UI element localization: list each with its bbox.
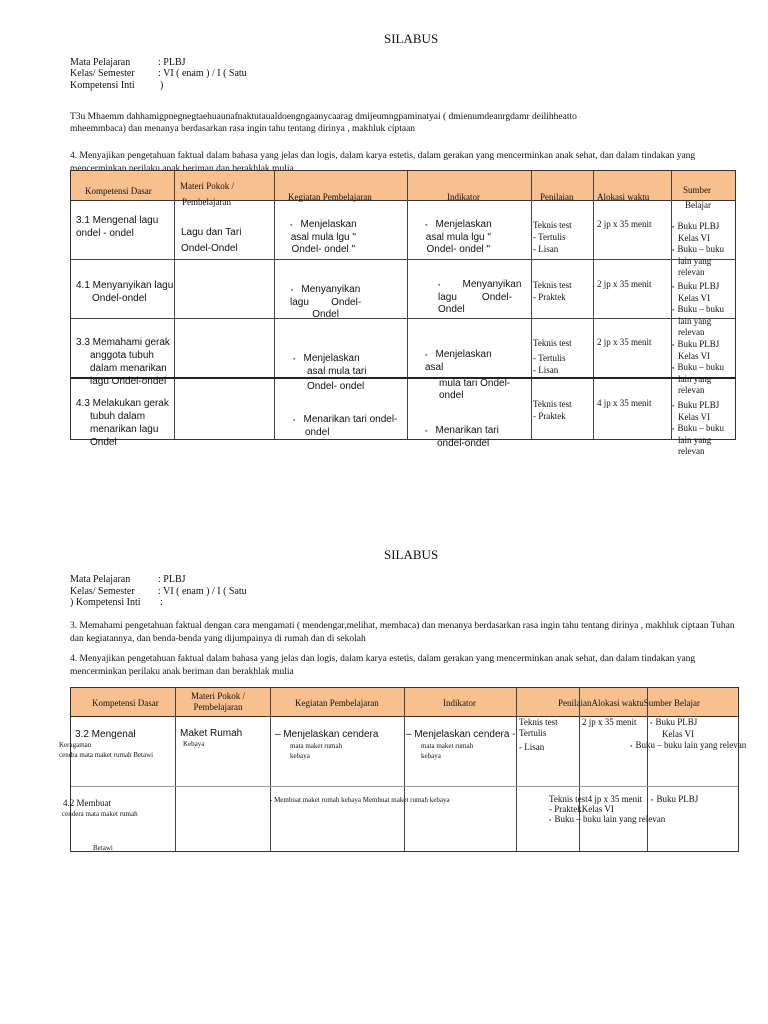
- table-row-kd-line: Betawi: [93, 844, 113, 852]
- table-row-alokasi: 2 jp x 35 menit: [597, 219, 652, 229]
- table-row-kd: 3.2 Mengenal: [75, 729, 136, 740]
- table-row-sumber: ▪ Buku PLBJ Kelas VI ▪ Buku – buku lain yang r…: [672, 281, 724, 337]
- header-indikator: Indikator: [443, 698, 476, 708]
- ki-value: :: [160, 597, 163, 608]
- table-row-sumber: ▪ Buku PLBJ Kelas VI ▪ Buku – buku lain yang r…: [672, 400, 724, 456]
- table-row-penilaian: Teknis test4 jp x 35 menit - PraktekKelas…: [549, 794, 666, 824]
- kelas-label: Kelas/ Semester: [70, 68, 135, 79]
- table-row-kd: 4.1 Menyanyikan lagu Ondel-ondel: [76, 280, 174, 304]
- table-row-kd-line: cendra mata maket rumah Betawi: [59, 751, 154, 759]
- table-row-sumber: ▪ Buku PLBJ Kelas VI ▪ Buku – buku lain yang r…: [672, 221, 724, 277]
- table-row-indikator: ▪ Menyanyikan lagu Ondel- Ondel: [438, 279, 522, 315]
- table-row-kd-line: cendera mata maket rumah: [62, 810, 138, 818]
- ki-value: ): [160, 80, 164, 91]
- table-row-alokasi: 2 jp x 35 menit: [582, 717, 637, 727]
- table-row-kegiatan: ▪ Menarikan tari ondel-ondel: [293, 414, 398, 438]
- ki4-text: 4. Menyajikan pengetahuan faktual dalam …: [70, 151, 696, 174]
- table-row-penilaian: Teknis test - Praktek: [533, 280, 572, 302]
- header-kegiatan: Kegiatan Pembelajaran: [288, 192, 372, 202]
- table-row-indikator: ▪ Menarikan tari ondel-ondel: [425, 425, 499, 449]
- ki4-text: 4. Menyajikan pengetahuan faktual dalam …: [70, 654, 696, 677]
- table-row-kd-line: Keragaman: [59, 741, 92, 749]
- header-materi-pokok: Materi Pokok / Pembelajaran: [191, 691, 245, 712]
- mapel-label: Mata Pelajaran: [70, 57, 131, 68]
- table-row-indikator-line: mata maket rumah kebaya: [421, 742, 474, 760]
- table-row-penilaian: Teknis test - Tertulis - Lisan: [533, 338, 572, 375]
- table-row-penilaian: Teknis test - Praktek: [533, 399, 572, 421]
- table-row-kd: 3.3 Memahami gerak anggota tubuh dalam men…: [76, 337, 170, 387]
- ki3-text: 3. Memahami pengetahuan faktual dengan c…: [70, 621, 735, 644]
- table-row-kegiatan: – Menjelaskan cendera: [275, 729, 379, 740]
- header-pembelajaran: Pembelajaran: [182, 197, 231, 207]
- table-row-indikator: ▪ Menjelaskan asal mula lgu " Ondel- ondel …: [425, 219, 492, 255]
- table-row-sumber: ▪ Buku PLBJ Kelas VI ▪ Buku – buku lain yang…: [630, 717, 747, 750]
- mapel-value: : PLBJ: [158, 57, 186, 68]
- table-row-materi: Lagu dan Tari Ondel-Ondel: [181, 227, 242, 254]
- table-row-penilaian: Teknis test - Tertulis - Lisan: [533, 220, 572, 254]
- table-row-sumber: ▪ Buku PLBJ Kelas VI ▪ Buku – buku lain yang r…: [672, 339, 724, 395]
- header-alokasi: Alokasi waktu: [597, 192, 650, 202]
- ki-label: ) Kompetensi Inti: [70, 597, 141, 608]
- table-row-kegiatan: ▪ Menjelaskan asal mula tari Ondel- ondel: [293, 353, 367, 392]
- doc2-title: SILABUS: [384, 547, 439, 562]
- header-materi-pokok: Materi Pokok /: [180, 181, 234, 191]
- table-row-kd: 3.1 Mengenal lagu ondel - ondel: [76, 215, 159, 239]
- table-row-kd: 4.2 Membuat: [63, 798, 111, 808]
- header-sumber: Sumber: [683, 185, 711, 195]
- ki3-text-line1: T3u Mhaemm dahhamigpnegnegtaehuaunafnakt…: [70, 112, 577, 122]
- table-row-alokasi: 2 jp x 35 menit: [597, 337, 652, 347]
- header-kompetensi-dasar: Kompetensi Dasar: [85, 186, 152, 196]
- mapel-value: : PLBJ: [158, 574, 186, 585]
- ki-label: Kompetensi Inti: [70, 80, 135, 91]
- table-row-kegiatan: ▪ Menjelaskan asal mula lgu " Ondel- ondel …: [290, 219, 357, 255]
- table-row-sumber: ▪ Buku PLBJ: [651, 794, 699, 804]
- header-kegiatan: Kegiatan Pembelajaran: [295, 698, 379, 708]
- table-row-alokasi: 4 jp x 35 menit: [597, 398, 652, 408]
- ki3-text-line2: mheemmbaca) dan menanya berdasarkan rasa…: [70, 124, 416, 134]
- table-row-indikator: ▪ Menjelaskan asal mula tari Ondel-ondel: [425, 349, 511, 401]
- doc1-title: SILABUS: [384, 31, 439, 46]
- table-row-materi-line: Kebaya: [183, 740, 205, 748]
- header-belajar: Belajar: [685, 200, 711, 210]
- table-row-kegiatan: ▪ Menyanyikan lagu Ondel- Ondel: [290, 284, 362, 320]
- kelas-value: : VI ( enam ) / I ( Satu: [158, 586, 247, 597]
- header-kompetensi-dasar: Kompetensi Dasar: [92, 698, 159, 708]
- table-row-materi: Maket Rumah: [180, 728, 243, 739]
- table-row-alokasi: 2 jp x 35 menit: [597, 279, 652, 289]
- table-row-kd: 4.3 Melakukan gerak tubuh dalam menarikan …: [76, 398, 169, 448]
- header-penilaian: Penilaian: [540, 192, 574, 202]
- table-row-kegiatan: - Membuat maket rumah kebaya Membuat mak…: [270, 796, 450, 804]
- mapel-label: Mata Pelajaran: [70, 574, 131, 585]
- table-row-indikator: – Menjelaskan cendera -: [406, 729, 516, 740]
- kelas-label: Kelas/ Semester: [70, 586, 135, 597]
- table-row-penilaian: Teknis test Tertulis - Lisan: [519, 717, 558, 752]
- syllabus-table-2: [70, 687, 739, 852]
- table-header: [71, 171, 735, 201]
- header-penilaian-alokasi-sumber: PenilaianAlokasi waktuSumber Belajar: [558, 698, 700, 708]
- table-row-kegiatan-line: mata maket rumah kebaya: [290, 742, 343, 760]
- header-indikator: Indikator: [447, 192, 480, 202]
- kelas-value: : VI ( enam ) / I ( Satu: [158, 68, 247, 79]
- syllabus-table-1: [70, 170, 736, 440]
